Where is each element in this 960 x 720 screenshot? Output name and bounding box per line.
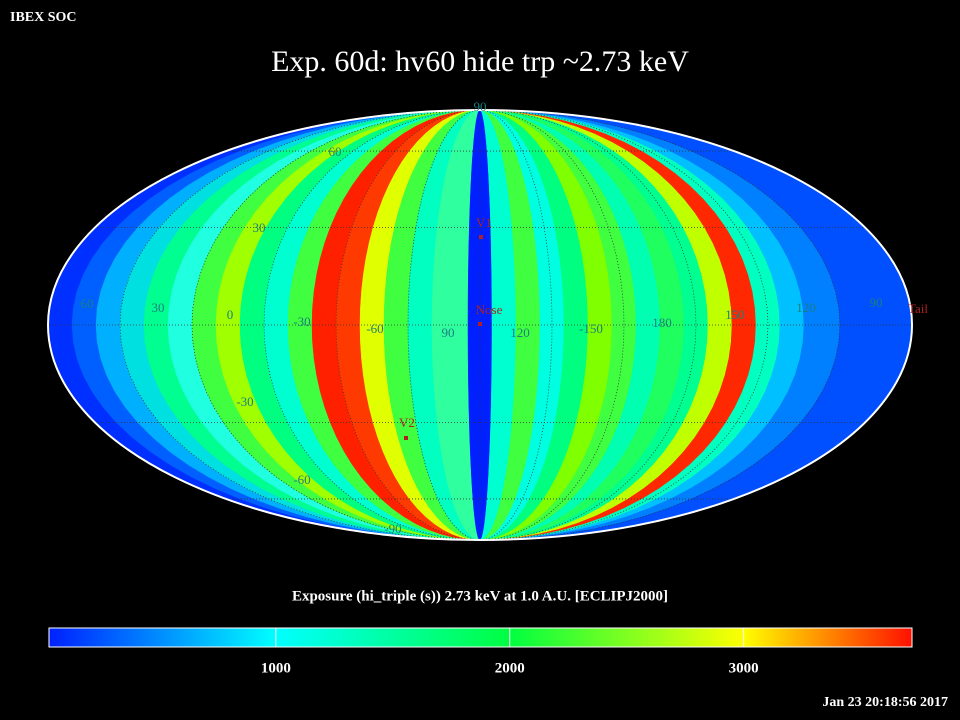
- longitude-label: 120: [510, 325, 530, 340]
- marker: [404, 436, 408, 440]
- colorbar-tick-label: 3000: [729, 660, 759, 676]
- longitude-label: 90: [870, 295, 883, 310]
- colorbar-tick-label: 2000: [495, 660, 525, 676]
- meridian: [407, 110, 481, 540]
- longitude-label: 180: [652, 315, 672, 330]
- marker-label: Nose: [476, 302, 503, 317]
- org-label: IBEX SOC: [10, 10, 77, 25]
- latitude-label: -30: [236, 394, 253, 409]
- latitude-label: -60: [293, 472, 310, 487]
- colorbar-ticks: 1000 2000 3000: [261, 628, 759, 676]
- colorbar: [48, 627, 913, 648]
- latitude-label: 90: [474, 99, 487, 114]
- latitude-label: 30: [253, 220, 266, 235]
- longitude-label: -150: [579, 321, 603, 336]
- marker-label: V1: [476, 215, 492, 230]
- meridian: [191, 110, 481, 540]
- edge-label: Tail: [908, 301, 928, 316]
- timestamp: Jan 23 20:18:56 2017: [822, 695, 948, 710]
- longitude-label: 60: [81, 296, 94, 311]
- marker: [478, 322, 482, 326]
- meridian: [479, 110, 769, 540]
- longitude-label: -30: [293, 314, 310, 329]
- sky-map: [48, 110, 912, 540]
- marker: [479, 235, 483, 239]
- meridian: [119, 110, 481, 540]
- longitude-label: 0: [227, 307, 234, 322]
- meridian: [479, 110, 841, 540]
- longitude-label: 150: [725, 307, 745, 322]
- latitude-label: -90: [384, 521, 401, 536]
- longitude-label: 30: [152, 300, 165, 315]
- map-title: Exp. 60d: hv60 hide trp ~2.73 keV: [271, 45, 689, 78]
- longitude-label: 120: [796, 300, 816, 315]
- meridian: [479, 110, 553, 540]
- graticule: [48, 110, 912, 540]
- latitude-label: 60: [329, 144, 342, 159]
- map-labels: 90 60 30 -30 -60 -90 60 30 0 -30 -60 90 120 -150 180 15…: [81, 99, 929, 536]
- colorbar-title: Exposure (hi_triple (s)) 2.73 keV at 1.0…: [292, 588, 668, 604]
- colorbar-tick-label: 1000: [261, 660, 291, 676]
- longitude-label: -60: [366, 321, 383, 336]
- marker-label: V2: [399, 415, 415, 430]
- map-outline: [47, 109, 913, 541]
- longitude-label: 90: [442, 325, 455, 340]
